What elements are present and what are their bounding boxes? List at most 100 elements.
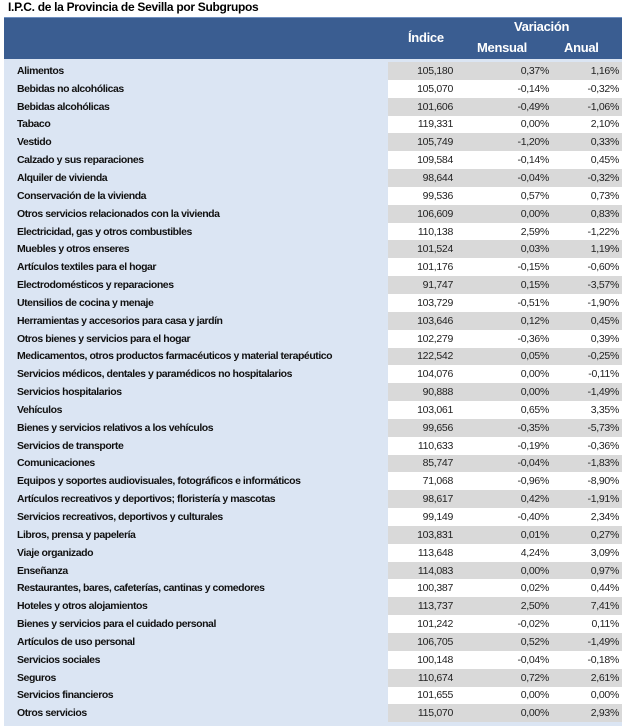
mensual-cell: 0,00% (520, 368, 550, 381)
indice-cell: 106,705 (417, 635, 453, 648)
anual-cell: -0,32% (587, 171, 620, 184)
mensual-cell: 0,42% (520, 493, 550, 506)
anual-cell: 1,16% (590, 64, 620, 77)
subgroup-label: Bebidas alcohólicas (17, 100, 110, 113)
indice-cell: 110,138 (417, 225, 453, 238)
subgroup-label: Alquiler de vivienda (17, 171, 108, 184)
indice-cell: 114,083 (417, 564, 453, 577)
mensual-cell: 0,01% (520, 528, 550, 541)
indice-cell: 113,737 (417, 600, 453, 613)
anual-cell: -3,57% (587, 279, 620, 292)
indice-cell: 99,536 (422, 189, 454, 202)
subgroup-label: Vehículos (17, 403, 62, 416)
anual-cell: 0,27% (590, 528, 620, 541)
indice-cell: 122,542 (417, 350, 453, 363)
table-row: Bebidas alcohólicas 101,606 -0,49% -1,06% (4, 97, 622, 116)
mensual-cell: 0,00% (520, 689, 550, 702)
table-row: Seguros 110,674 0,72% 2,61% (4, 668, 622, 687)
row-values: 100,148 -0,04% -0,18% (388, 650, 622, 669)
indice-cell: 115,070 (417, 707, 453, 720)
row-values: 106,609 0,00% 0,83% (388, 204, 622, 223)
header-variacion: Variación (514, 19, 570, 34)
indice-cell: 99,656 (422, 421, 454, 434)
anual-cell: -1,91% (587, 493, 620, 506)
subgroup-label: Artículos de uso personal (17, 635, 135, 648)
row-values: 71,068 -0,96% -8,90% (388, 472, 622, 491)
table-row: Medicamentos, otros productos farmacéuti… (4, 347, 622, 366)
indice-cell: 100,387 (417, 582, 453, 595)
indice-cell: 104,076 (417, 368, 453, 381)
indice-cell: 85,747 (422, 457, 454, 470)
row-values: 101,176 -0,15% -0,60% (388, 258, 622, 277)
subgroup-label: Otros servicios (17, 707, 87, 720)
row-values: 90,888 0,00% -1,49% (388, 383, 622, 402)
anual-cell: 0,44% (590, 582, 620, 595)
anual-cell: 0,39% (590, 332, 620, 345)
table-row: Servicios hospitalarios 90,888 0,00% -1,49% (4, 383, 622, 402)
subgroup-label: Enseñanza (17, 564, 68, 577)
indice-cell: 101,242 (417, 618, 453, 631)
indice-cell: 100,148 (417, 653, 453, 666)
table-row: Alimentos 105,180 0,37% 1,16% (4, 62, 622, 80)
row-values: 101,655 0,00% 0,00% (388, 686, 622, 705)
anual-cell: -0,11% (588, 368, 619, 381)
mensual-cell: 0,52% (520, 635, 550, 648)
subgroup-label: Otros bienes y servicios para el hogar (17, 332, 191, 345)
anual-cell: -0,32% (587, 82, 620, 95)
mensual-cell: -0,19% (517, 439, 550, 452)
subgroup-label: Vestido (17, 136, 52, 149)
indice-cell: 99,149 (422, 511, 454, 524)
table-row: Electrodomésticos y reparaciones 91,747 0,… (4, 276, 622, 294)
table-row: Vestido 105,749 -1,20% 0,33% (4, 133, 622, 152)
table-row: Servicios recreativos, deportivos y cult… (4, 508, 622, 526)
table-row: Servicios sociales 100,148 -0,04% -0,18% (4, 650, 622, 669)
anual-cell: -1,90% (587, 296, 620, 309)
subgroup-label: Comunicaciones (17, 457, 95, 470)
row-values: 105,070 -0,14% -0,32% (388, 79, 622, 98)
anual-cell: -8,90% (587, 475, 620, 488)
anual-cell: 0,00% (590, 689, 620, 702)
mensual-cell: 0,02% (520, 582, 550, 595)
indice-cell: 101,176 (417, 261, 453, 274)
subgroup-label: Electricidad, gas y otros combustibles (17, 225, 192, 238)
anual-cell: -0,18% (587, 653, 620, 666)
mensual-cell: 0,00% (520, 386, 550, 399)
row-values: 91,747 0,15% -3,57% (388, 276, 622, 294)
indice-cell: 103,729 (417, 296, 453, 309)
table-row: Calzado y sus reparaciones 109,584 -0,14% 0… (4, 151, 622, 170)
row-values: 99,149 -0,40% 2,34% (388, 508, 622, 526)
table-body: Alimentos 105,180 0,37% 1,16% Bebidas no alc… (4, 59, 622, 727)
subgroup-label: Servicios sociales (17, 653, 100, 666)
subgroup-label: Seguros (17, 671, 56, 684)
subgroup-label: Bienes y servicios relativos a los vehíc… (17, 421, 214, 434)
anual-cell: 0,11% (591, 618, 620, 631)
table-row: Servicios de transporte 110,633 -0,19% -0,3… (4, 436, 622, 455)
table-row: Servicios financieros 101,655 0,00% 0,00% (4, 686, 622, 705)
row-values: 115,070 0,00% 2,93% (388, 704, 622, 723)
mensual-cell: -0,51% (517, 296, 550, 309)
subgroup-label: Servicios financieros (17, 689, 114, 702)
table-row: Bienes y servicios para el cuidado perso… (4, 615, 622, 633)
indice-cell: 109,584 (417, 154, 453, 167)
row-values: 103,729 -0,51% -1,90% (388, 293, 622, 312)
mensual-cell: -0,02% (517, 618, 550, 631)
subgroup-label: Libros, prensa y papelería (17, 528, 136, 541)
row-values: 106,705 0,52% -1,49% (388, 633, 622, 651)
table-row: Electricidad, gas y otros combustibles 11… (4, 222, 622, 241)
subgroup-label: Servicios médicos, dentales y paramédico… (17, 368, 293, 381)
mensual-cell: -0,04% (517, 457, 550, 470)
row-values: 101,242 -0,02% 0,11% (388, 615, 622, 633)
mensual-cell: -0,15% (517, 261, 550, 274)
subgroup-label: Otros servicios relacionados con la vivi… (17, 207, 220, 220)
mensual-cell: 4,24% (520, 546, 550, 559)
mensual-cell: 0,00% (520, 564, 550, 577)
subgroup-label: Medicamentos, otros productos farmacéuti… (17, 350, 333, 363)
table-row: Equipos y soportes audiovisuales, fotogr… (4, 472, 622, 491)
anual-cell: -1,22% (587, 225, 620, 238)
indice-cell: 105,749 (417, 136, 453, 149)
indice-cell: 102,279 (417, 332, 453, 345)
row-values: 119,331 0,00% 2,10% (388, 115, 622, 134)
row-values: 102,279 -0,36% 0,39% (388, 329, 622, 348)
row-values: 105,749 -1,20% 0,33% (388, 133, 622, 152)
mensual-cell: 0,00% (520, 707, 550, 720)
